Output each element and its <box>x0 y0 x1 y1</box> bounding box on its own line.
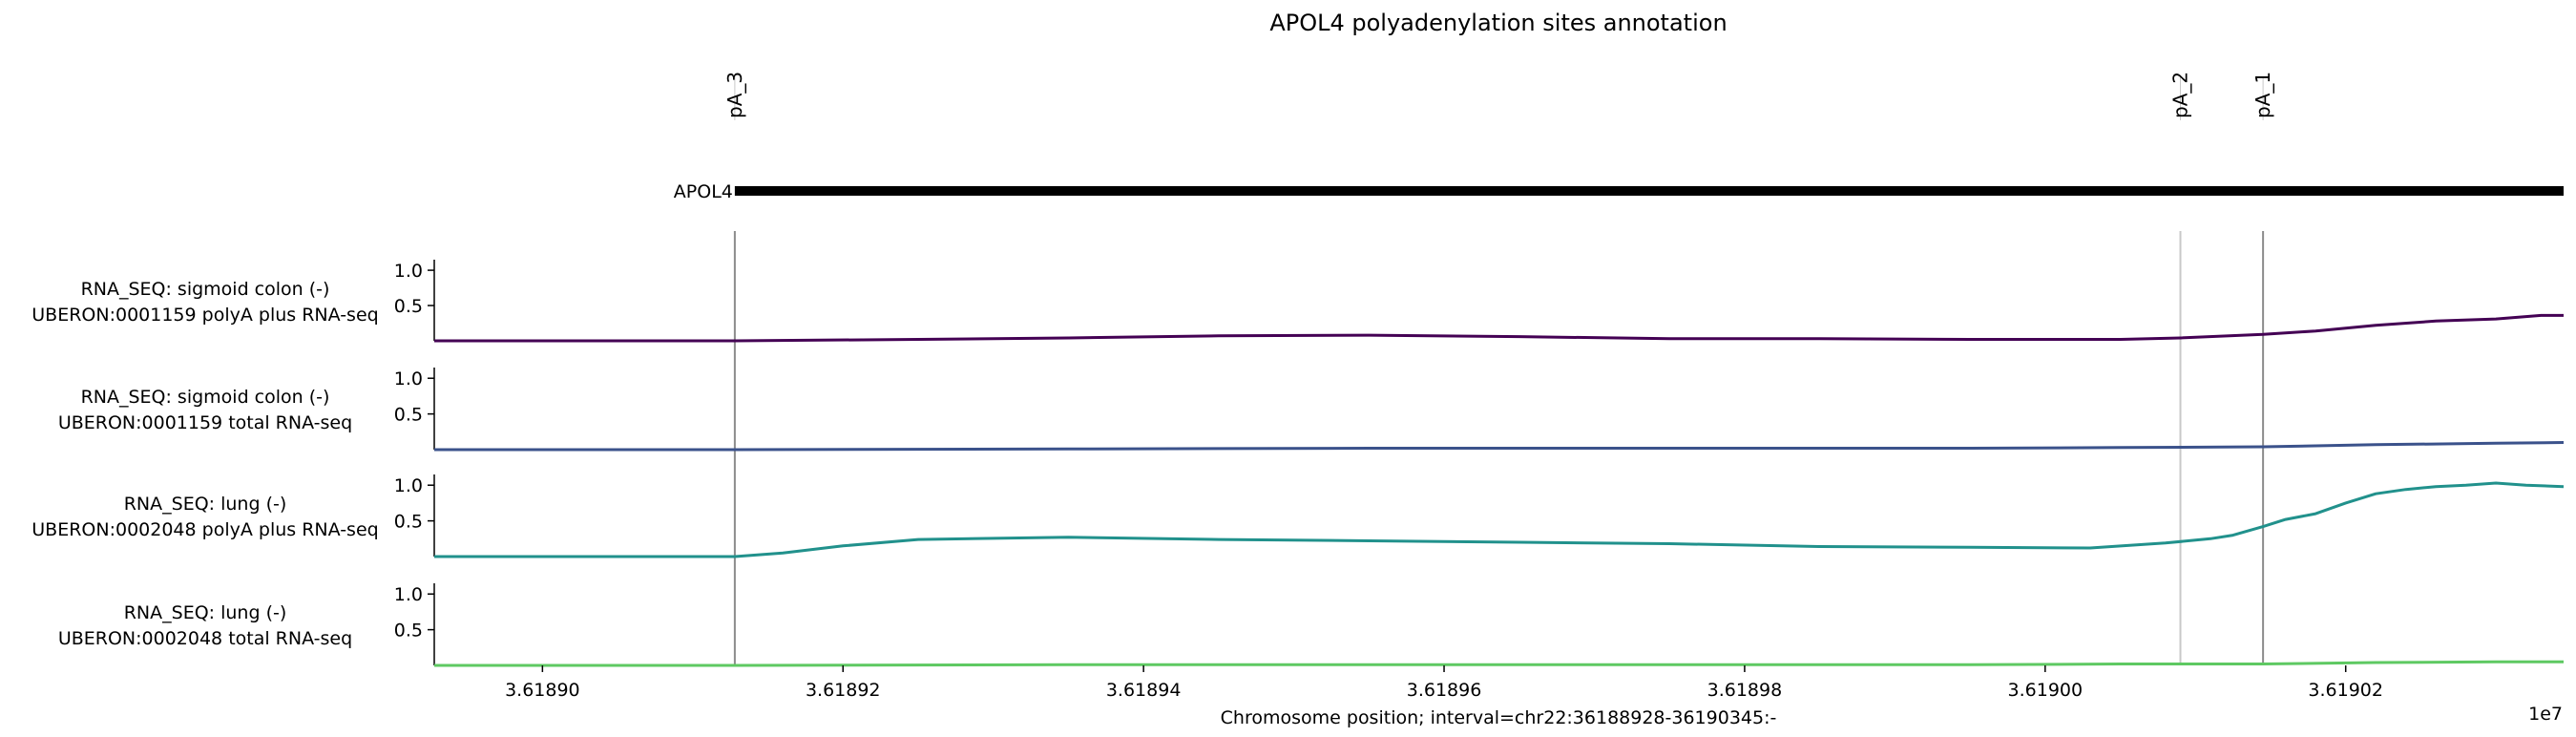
track-panel-0: 0.5 1.0 RNA_SEQ: sigmoid colon (-) UBERON:0… <box>31 260 2564 343</box>
x-tick-label-4: 3.61898 <box>1707 680 1783 701</box>
gene-label: APOL4 <box>674 181 733 202</box>
track-series-line-1 <box>434 441 2565 452</box>
track-label-line1-0: RNA_SEQ: sigmoid colon (-) <box>81 279 330 300</box>
x-tick-label-2: 3.61894 <box>1106 680 1182 701</box>
track-label-line2-2: UBERON:0002048 polyA plus RNA-seq <box>31 519 378 540</box>
gene-annotation: APOL4 <box>674 181 2564 202</box>
track-series-line-2 <box>434 481 2565 558</box>
x-tick-label-0: 3.61890 <box>505 680 580 701</box>
track-y-tick-label-3-1: 1.0 <box>394 584 423 605</box>
track-label-line2-0: UBERON:0001159 polyA plus RNA-seq <box>31 305 378 326</box>
track-y-tick-label-0-0: 0.5 <box>394 296 423 317</box>
track-label-line2-3: UBERON:0002048 total RNA-seq <box>58 628 352 649</box>
track-y-tick-label-2-0: 0.5 <box>394 512 423 533</box>
track-label-line1-1: RNA_SEQ: sigmoid colon (-) <box>81 387 330 408</box>
pa-site-label-1: pA_2 <box>2169 72 2192 118</box>
track-y-tick-label-0-1: 1.0 <box>394 261 423 282</box>
x-tick-label-6: 3.61902 <box>2308 680 2383 701</box>
x-tick-label-1: 3.61892 <box>806 680 881 701</box>
track-y-tick-label-1-0: 0.5 <box>394 405 423 426</box>
track-label-line1-3: RNA_SEQ: lung (-) <box>124 602 287 623</box>
x-tick-label-3: 3.61896 <box>1407 680 1482 701</box>
x-axis-offset-label: 1e7 <box>2528 704 2563 725</box>
pa-site-layer: pA_3 pA_2 pA_1 <box>723 72 2274 665</box>
track-panels: 0.5 1.0 RNA_SEQ: sigmoid colon (-) UBERON:0… <box>31 260 2565 667</box>
track-label-line2-1: UBERON:0001159 total RNA-seq <box>58 412 352 433</box>
track-y-tick-label-2-1: 1.0 <box>394 475 423 496</box>
x-axis: 3.61890 3.61892 3.61894 3.61896 3.61898 3.619… <box>505 665 2383 701</box>
track-y-tick-label-3-0: 0.5 <box>394 621 423 642</box>
track-panel-1: 0.5 1.0 RNA_SEQ: sigmoid colon (-) UBERON:0… <box>58 368 2565 452</box>
gene-bar <box>734 186 2564 196</box>
track-series-line-0 <box>434 313 2564 343</box>
pa-site-label-2: pA_1 <box>2251 72 2274 118</box>
track-panel-3: 0.5 1.0 RNA_SEQ: lung (-) UBERON:0002048 to… <box>58 583 2564 667</box>
track-panel-2: 0.5 1.0 RNA_SEQ: lung (-) UBERON:0002048 po… <box>31 474 2565 558</box>
track-y-tick-label-1-1: 1.0 <box>394 368 423 390</box>
pa-site-label-0: pA_3 <box>723 72 746 118</box>
track-label-line1-2: RNA_SEQ: lung (-) <box>124 494 287 515</box>
track-series-line-3 <box>434 660 2564 667</box>
x-tick-label-5: 3.61900 <box>2008 680 2084 701</box>
chart-title: APOL4 polyadenylation sites annotation <box>1269 10 1727 36</box>
x-axis-label: Chromosome position; interval=chr22:3618… <box>1221 707 1777 728</box>
